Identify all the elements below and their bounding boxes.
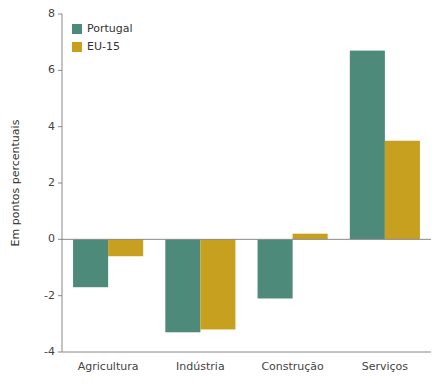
bar	[73, 239, 108, 287]
legend-label: Portugal	[87, 22, 133, 35]
tick-mark	[58, 239, 62, 240]
bars	[73, 51, 420, 333]
category-label: Serviços	[362, 360, 409, 373]
tick-label: 8	[48, 7, 55, 20]
y-axis: -4 -2 0 2 4 6 8	[44, 7, 62, 358]
tick-mark	[58, 70, 62, 71]
tick-label: 0	[48, 232, 55, 245]
tick-label: 6	[48, 63, 55, 76]
chart-container: -4 -2 0 2 4 6 8 Em pontos percentuais Agricultur…	[0, 0, 445, 386]
category-label: Indústria	[176, 360, 225, 373]
bar	[108, 239, 143, 256]
bar	[258, 239, 293, 298]
tick-mark	[58, 126, 62, 127]
legend-label: EU-15	[87, 40, 120, 53]
category-label: Agricultura	[78, 360, 139, 373]
bar	[165, 239, 200, 332]
y-axis-line	[62, 14, 63, 352]
tick-mark	[58, 14, 62, 15]
bar	[200, 239, 235, 329]
axis-label: Em pontos percentuais	[9, 119, 22, 246]
x-axis-line	[62, 352, 431, 353]
tick-label: -4	[44, 345, 55, 358]
bar	[350, 51, 385, 240]
category-label: Construção	[261, 360, 324, 373]
tick-mark	[58, 183, 62, 184]
legend-swatch	[72, 24, 82, 34]
tick-label: 4	[48, 120, 55, 133]
chart-svg: -4 -2 0 2 4 6 8 Em pontos percentuais Agricultur…	[0, 0, 445, 386]
bar	[385, 141, 420, 240]
tick-mark	[58, 295, 62, 296]
tick-mark	[58, 352, 62, 353]
legend-swatch	[72, 42, 82, 52]
tick-label: 2	[48, 176, 55, 189]
legend: Portugal EU-15	[72, 22, 133, 53]
bar	[293, 234, 328, 240]
tick-label: -2	[44, 289, 55, 302]
zero-line	[62, 239, 431, 240]
